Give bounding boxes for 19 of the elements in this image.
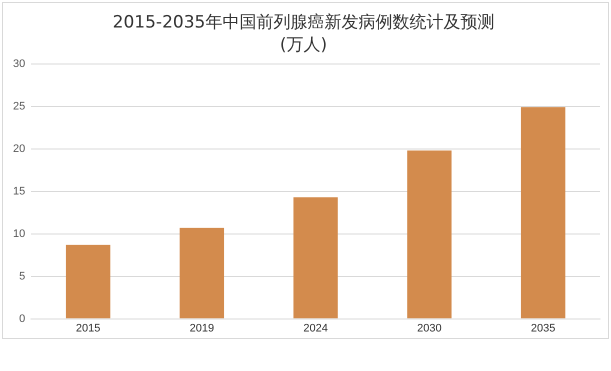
x-tick-label: 2035 [530,322,556,334]
y-tick-label: 15 [12,185,26,198]
x-tick-label: 2030 [417,322,442,334]
x-tick-label: 2015 [76,322,100,334]
bar [407,150,452,318]
y-tick-label: 5 [19,270,26,282]
chart-title: 2015-2035年中国前列腺癌新发病例数统计及预测 [112,12,494,33]
bar [293,197,338,318]
bar [66,244,110,318]
bar [180,228,224,318]
bar [520,107,566,318]
chart-subtitle: (万人) [280,35,328,56]
y-tick-label: 0 [19,312,26,325]
y-tick-label: 20 [12,142,26,155]
y-tick-label: 10 [12,228,26,240]
y-tick-label: 25 [12,100,26,112]
x-tick-label: 2019 [190,322,214,334]
x-tick-label: 2024 [303,322,328,334]
y-tick-label: 30 [12,58,26,70]
